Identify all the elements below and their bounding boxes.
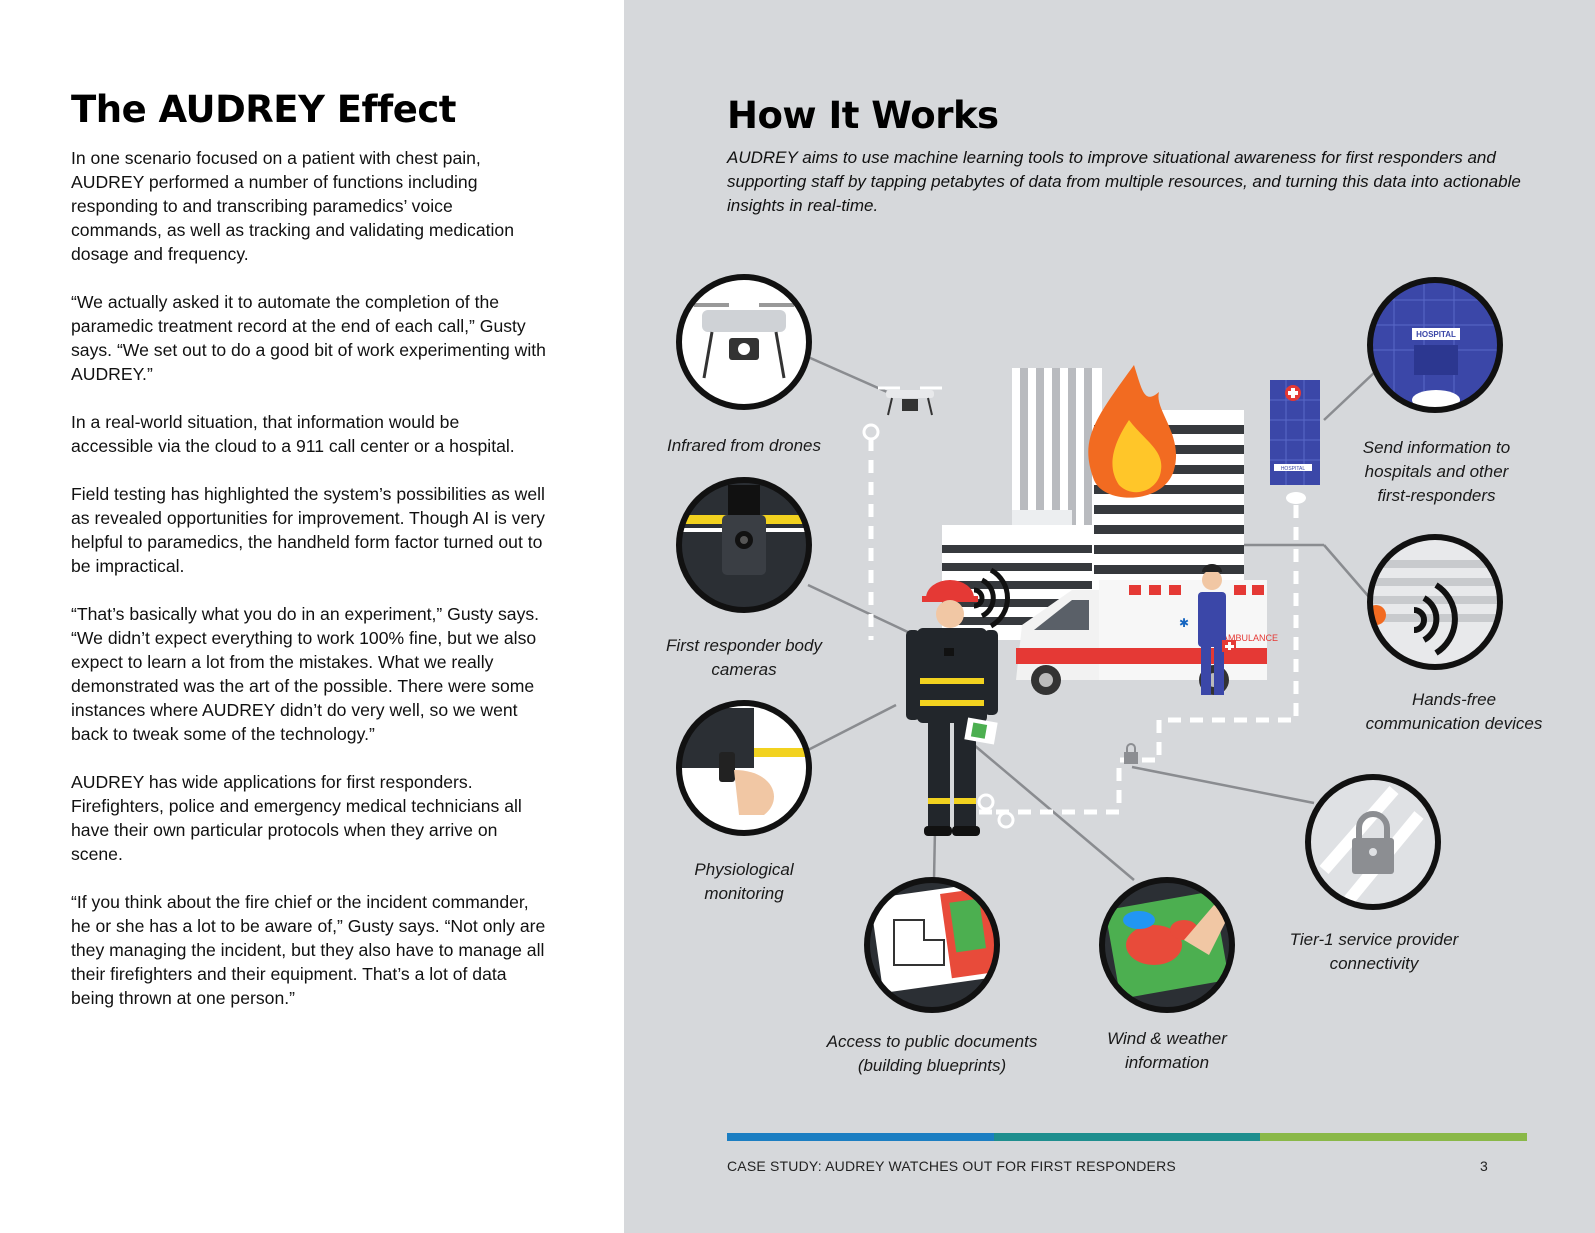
caption-handsfree: Hands-free communication devices [1365, 690, 1543, 733]
caption-tier1: Tier-1 service provider connectivity [1289, 930, 1459, 973]
page-number: 3 [1480, 1158, 1488, 1174]
right-page: How It Works AUDREY aims to use machine … [624, 0, 1595, 1233]
paragraph: In one scenario focused on a patient wit… [71, 148, 514, 264]
drone-circle [679, 277, 809, 407]
caption-hospitals: Send information to hospitals and other … [1362, 438, 1511, 505]
caption-weather: Wind & weather information [1107, 1029, 1227, 1072]
rule-segment-green [1260, 1133, 1528, 1141]
rule-segment-teal [993, 1133, 1261, 1141]
hospital-ring [1367, 277, 1503, 413]
footer-rule [727, 1133, 1528, 1141]
star-of-life-icon: ✱ [1179, 616, 1189, 630]
documents-ring [864, 877, 1000, 1013]
firefighter-figure [906, 580, 998, 836]
left-page: The AUDREY Effect In one scenario focuse… [0, 0, 624, 1233]
fire-icon [1088, 365, 1177, 498]
article-body: In one scenario focused on a patient wit… [71, 146, 546, 1034]
drone-small-icon [878, 386, 942, 416]
drone-ring [676, 274, 812, 410]
rule-segment-blue [727, 1133, 994, 1141]
signal-node [1286, 492, 1306, 504]
path-node [977, 793, 995, 811]
hospital-sign: HOSPITAL [1416, 330, 1456, 339]
path-node [997, 811, 1015, 829]
path-node [862, 423, 880, 441]
documents-circle [867, 880, 997, 1010]
paragraph: Field testing has highlighted the system… [71, 484, 545, 576]
ambulance-text: AMBULANCE [1222, 633, 1278, 643]
physio-circle [679, 703, 809, 833]
caption-documents: Access to public documents (building blu… [826, 1032, 1038, 1075]
paragraph: AUDREY has wide applications for first r… [71, 772, 522, 864]
hospital-tower: HOSPITAL [1270, 380, 1320, 485]
page-title: The AUDREY Effect [71, 88, 456, 131]
physio-ring [676, 700, 812, 836]
dashed-path [868, 438, 1299, 815]
footer-text: CASE STUDY: AUDREY WATCHES OUT FOR FIRST… [727, 1158, 1176, 1174]
how-it-works-diagram: HOSPITAL ✱ AMBULANCE [676, 274, 1503, 1013]
handsfree-circle [1370, 537, 1500, 667]
hospital-circle: HOSPITAL [1370, 280, 1500, 410]
paragraph: “That’s basically what you do in an expe… [71, 604, 540, 744]
paragraph: In a real-world situation, that informat… [71, 412, 515, 456]
tier1-ring [1305, 774, 1441, 910]
caption-physio: Physiological monitoring [694, 860, 794, 903]
paragraph: “If you think about the fire chief or th… [71, 892, 546, 1008]
caption-drones: Infrared from drones [666, 436, 821, 455]
section-title: How It Works [727, 94, 999, 137]
caption-cameras: First responder body cameras [666, 636, 822, 679]
body-camera-circle [679, 480, 809, 610]
signal-waves-icon [973, 567, 1010, 629]
hospital-small-sign: HOSPITAL [1281, 466, 1306, 472]
ambulance: ✱ AMBULANCE [1016, 580, 1278, 695]
tier1-circle [1308, 777, 1438, 907]
lock-small-icon [1124, 743, 1138, 764]
paragraph: “We actually asked it to automate the co… [71, 292, 546, 384]
weather-circle [1102, 880, 1232, 1010]
handsfree-ring [1367, 534, 1503, 670]
weather-ring [1099, 877, 1235, 1013]
intro-text: AUDREY aims to use machine learning tool… [727, 148, 1521, 215]
paramedic-figure [1198, 564, 1236, 695]
body-camera-ring [676, 477, 812, 613]
